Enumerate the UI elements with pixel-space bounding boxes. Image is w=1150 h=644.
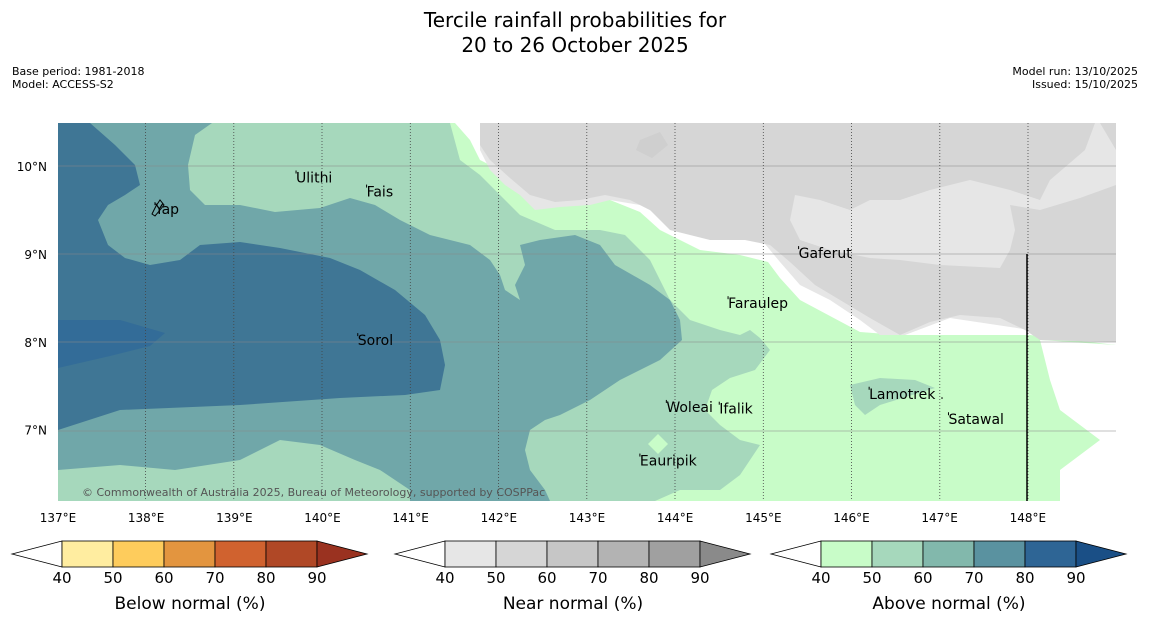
colorbar-tick-label: 70: [588, 569, 607, 587]
colorbar-tick-label: 60: [537, 569, 556, 587]
meta-right: Model run: 13/10/2025 Issued: 15/10/2025: [1012, 65, 1138, 91]
colorbar-below-normal: 40 50 60 70 80 90: [10, 540, 369, 587]
model-text: Model: ACCESS-S2: [12, 78, 114, 91]
place-label-gaferut: Gaferut: [799, 246, 853, 262]
meta-left: Base period: 1981-2018 Model: ACCESS-S2: [12, 65, 144, 91]
colorbar-tick-label: 90: [307, 569, 326, 587]
colorbar-segment: [597, 540, 650, 568]
lon-tick-label: 141°E: [392, 511, 429, 525]
lat-tick-labels: 10°N 9°N 8°N 7°N: [17, 160, 47, 438]
colorbar-tick-label: 90: [1066, 569, 1085, 587]
zone-above-50-south: [58, 440, 410, 501]
lon-tick-label: 148°E: [1010, 511, 1047, 525]
lon-tick-label: 140°E: [304, 511, 341, 525]
colorbar-tick-label: 40: [435, 569, 454, 587]
lon-tick-label: 139°E: [216, 511, 253, 525]
title-line-2: 20 to 26 October 2025: [461, 33, 689, 57]
colorbar-segment: [820, 540, 873, 568]
colorbar-tick-label: 50: [486, 569, 505, 587]
colorbar-near-normal: 40 50 60 70 80 90: [393, 540, 752, 587]
colorbar-tick-label: 70: [205, 569, 224, 587]
colorbar-segment: [1024, 540, 1077, 568]
lon-tick-label: 137°E: [40, 511, 77, 525]
colorbar-segment: [112, 540, 165, 568]
base-period-text: Base period: 1981-2018: [12, 65, 145, 78]
satawal-dot: [941, 397, 943, 399]
lon-tick-labels: 137°E 138°E 139°E 140°E 141°E 142°E 143°E 144°E…: [40, 511, 1046, 525]
map-title: Tercile rainfall probabilities for 20 to…: [0, 8, 1150, 58]
lon-tick-label: 143°E: [569, 511, 606, 525]
colorbar-over-extension: [699, 540, 752, 568]
lat-tick-label: 7°N: [24, 424, 47, 438]
colorbar-tick-label: 50: [862, 569, 881, 587]
zone-white-eauripik: [648, 434, 668, 454]
colorbar-segment: [163, 540, 216, 568]
colorbar-tick-label: 80: [639, 569, 658, 587]
lon-tick-label: 147°E: [921, 511, 958, 525]
place-label-sorol: Sorol: [358, 333, 393, 349]
colorbar-segment: [648, 540, 701, 568]
lat-tick-label: 8°N: [24, 336, 47, 350]
colorbar-tick-label: 60: [154, 569, 173, 587]
colorbar-segment: [61, 540, 114, 568]
map-credit: © Commonwealth of Australia 2025, Bureau…: [82, 486, 545, 499]
zone-above-70: [58, 123, 445, 430]
lon-tick-label: 146°E: [833, 511, 870, 525]
colorbar-tick-label: 70: [964, 569, 983, 587]
zone-near-50-patch: [636, 132, 668, 158]
colorbar-under-extension: [10, 540, 63, 568]
colorbar-tick-label: 50: [103, 569, 122, 587]
zone-near-50: [480, 123, 1116, 342]
below-normal-label: Below normal (%): [114, 594, 266, 614]
place-label-yap: Yap: [154, 202, 179, 218]
title-line-1: Tercile rainfall probabilities for: [423, 8, 727, 32]
place-labels: Yap Ulithi Fais Gaferut Faraulep Sorol Woleai I…: [154, 170, 1004, 470]
lon-tick-label: 145°E: [745, 511, 782, 525]
lon-tick-label: 144°E: [657, 511, 694, 525]
zone-above-80: [58, 320, 165, 368]
colorbar-tick-label: 60: [913, 569, 932, 587]
colorbar-segment: [495, 540, 548, 568]
lat-tick-label: 10°N: [17, 160, 47, 174]
colorbar-segment: [871, 540, 924, 568]
colorbar-over-extension: [316, 540, 369, 568]
lon-tick-label: 138°E: [128, 511, 165, 525]
colorbar-segment: [546, 540, 599, 568]
place-label-woleai: Woleai: [666, 400, 713, 416]
lon-tick-label: 142°E: [481, 511, 518, 525]
colorbar-segment: [444, 540, 497, 568]
lat-tick-label: 9°N: [24, 248, 47, 262]
near-normal-label: Near normal (%): [502, 594, 644, 614]
colorbar-segment: [973, 540, 1026, 568]
colorbar-tick-label: 80: [1015, 569, 1034, 587]
issued-text: Issued: 15/10/2025: [1031, 78, 1138, 91]
place-label-fais: Fais: [367, 185, 394, 201]
place-label-ifalik: Ifalik: [719, 402, 753, 418]
place-label-satawal: Satawal: [948, 412, 1003, 428]
colorbar-under-extension: [393, 540, 446, 568]
place-label-eauripik: Eauripik: [640, 454, 698, 470]
place-label-faraulep: Faraulep: [728, 296, 788, 312]
colorbar-tick-label: 90: [690, 569, 709, 587]
colorbar-segment: [214, 540, 267, 568]
yap-island-outline: [151, 199, 165, 217]
lon-gridlines: [145, 123, 1029, 501]
colorbar-under-extension: [769, 540, 822, 568]
colorbar-tick-label: 40: [811, 569, 830, 587]
above-normal-label: Above normal (%): [872, 594, 1026, 614]
place-label-lamotrek: Lamotrek: [869, 387, 936, 403]
colorbar-above-normal: 40 50 60 70 80 90: [769, 540, 1128, 587]
colorbar-tick-label: 40: [52, 569, 71, 587]
colorbar-segment: [922, 540, 975, 568]
colorbar-over-extension: [1075, 540, 1128, 568]
place-label-ulithi: Ulithi: [296, 171, 332, 187]
colorbar-segment: [265, 540, 318, 568]
map-plot-area: Yap Ulithi Fais Gaferut Faraulep Sorol Woleai I…: [58, 123, 1116, 501]
zone-white-southeast: [1040, 340, 1116, 501]
colorbar-tick-label: 80: [256, 569, 275, 587]
zone-above-50-lamotrek: [850, 378, 935, 415]
model-run-text: Model run: 13/10/2025: [1012, 65, 1138, 78]
